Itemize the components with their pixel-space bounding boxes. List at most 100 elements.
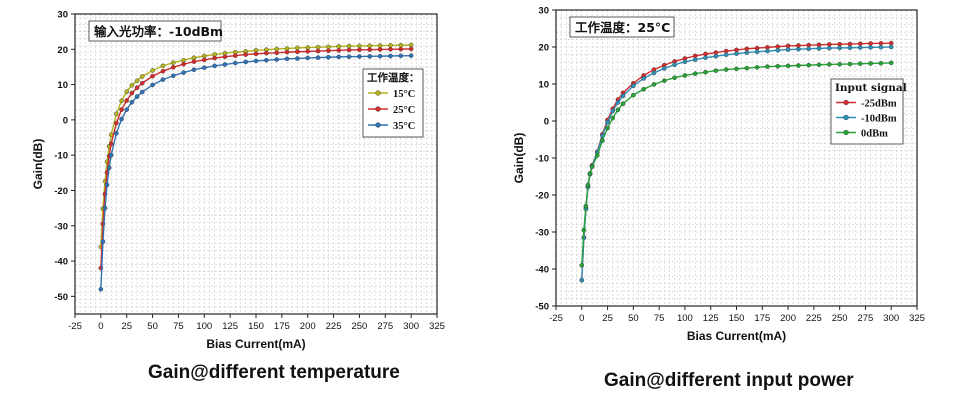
data-point	[326, 44, 331, 50]
x-tick-label: 75	[654, 313, 665, 324]
data-point	[878, 60, 884, 66]
data-point	[98, 286, 104, 292]
data-point	[868, 41, 873, 46]
data-point	[346, 47, 352, 53]
annotation-text: 输入光功率：-10dBm	[94, 24, 223, 39]
x-tick-label: 300	[403, 321, 419, 332]
data-point	[581, 227, 587, 233]
data-point	[847, 45, 853, 51]
x-tick-label: 50	[147, 321, 158, 332]
data-point	[305, 49, 311, 54]
data-point	[139, 74, 145, 79]
data-point	[723, 67, 729, 72]
x-tick-label: 150	[729, 313, 745, 324]
annotation-text: 工作温度：25°C	[575, 20, 670, 35]
data-point	[620, 101, 626, 106]
x-tick-label: 200	[300, 321, 316, 332]
data-point	[108, 152, 114, 158]
legend-entry: -25dBm	[861, 98, 897, 109]
data-point	[662, 78, 667, 83]
legend-entry: -10dBm	[861, 113, 897, 124]
data-point	[816, 46, 822, 51]
data-point	[100, 239, 106, 244]
data-point	[408, 42, 414, 48]
data-point	[754, 49, 760, 55]
data-point	[785, 63, 791, 69]
data-point	[212, 63, 217, 69]
x-tick-label: 100	[196, 321, 212, 332]
data-point	[108, 141, 114, 147]
data-point	[744, 50, 750, 55]
data-point	[600, 138, 605, 143]
x-tick-label: 250	[351, 321, 367, 332]
data-point	[284, 49, 290, 55]
data-point	[181, 70, 186, 75]
legend-entry: 35°C	[393, 121, 415, 132]
data-point	[610, 108, 616, 114]
data-point	[336, 54, 342, 60]
y-tick-label: -40	[535, 265, 549, 276]
data-point	[119, 107, 124, 112]
x-tick-label: 175	[274, 321, 290, 332]
x-tick-label: 225	[326, 321, 342, 332]
data-point	[201, 65, 207, 70]
data-point	[357, 47, 362, 53]
annotation-frame	[88, 20, 222, 42]
data-point	[398, 46, 404, 52]
data-point	[134, 94, 140, 99]
data-point	[367, 54, 373, 59]
data-point	[170, 64, 176, 70]
data-point	[827, 62, 832, 67]
data-point	[295, 56, 300, 61]
data-point	[579, 277, 585, 283]
data-point	[398, 42, 404, 48]
y-tick-label: -50	[54, 292, 68, 303]
data-point	[837, 45, 842, 51]
x-tick-label: 300	[883, 313, 899, 324]
x-tick-label: 325	[429, 321, 445, 332]
data-point	[672, 62, 677, 68]
data-point	[878, 41, 884, 46]
x-tick-label: 250	[832, 313, 848, 324]
data-point	[139, 89, 145, 95]
data-point	[837, 61, 842, 67]
data-point	[888, 60, 894, 66]
data-point	[233, 60, 238, 66]
x-tick-label: 200	[780, 313, 796, 324]
data-point	[139, 80, 145, 86]
data-point	[682, 59, 688, 65]
data-point	[129, 90, 135, 96]
y-tick-label: -30	[54, 221, 68, 232]
legend: 工作温度： 15°C 25°C 35°C	[362, 68, 424, 138]
data-point	[201, 57, 207, 63]
data-point	[201, 53, 207, 59]
data-point	[124, 98, 130, 103]
data-point	[723, 52, 729, 58]
data-point	[651, 82, 657, 87]
data-point	[119, 116, 124, 122]
data-point	[796, 46, 801, 52]
data-point	[104, 182, 110, 188]
y-tick-label: -20	[54, 186, 68, 197]
data-point	[775, 48, 781, 53]
data-point	[305, 55, 311, 61]
series-2	[98, 53, 414, 292]
x-tick-label: 275	[857, 313, 873, 324]
data-point	[102, 205, 108, 211]
data-point	[888, 44, 894, 50]
y-tick-label: -10	[535, 154, 549, 165]
data-point	[114, 111, 119, 117]
legend-entry: 15°C	[393, 89, 415, 100]
data-point	[631, 92, 636, 98]
x-tick-label: 0	[579, 313, 584, 324]
x-tick-label: 125	[703, 313, 719, 324]
chart-1: -25 0 25 50 75 100 125 150 175 200 225 250 275 300 325…	[512, 6, 925, 344]
data-point	[377, 43, 383, 48]
y-tick-label: 0	[544, 117, 549, 128]
data-point	[315, 44, 321, 50]
data-point	[222, 62, 228, 67]
data-point	[713, 53, 719, 59]
data-point	[274, 50, 279, 56]
data-point	[605, 125, 610, 131]
y-tick-label: -40	[54, 257, 68, 268]
